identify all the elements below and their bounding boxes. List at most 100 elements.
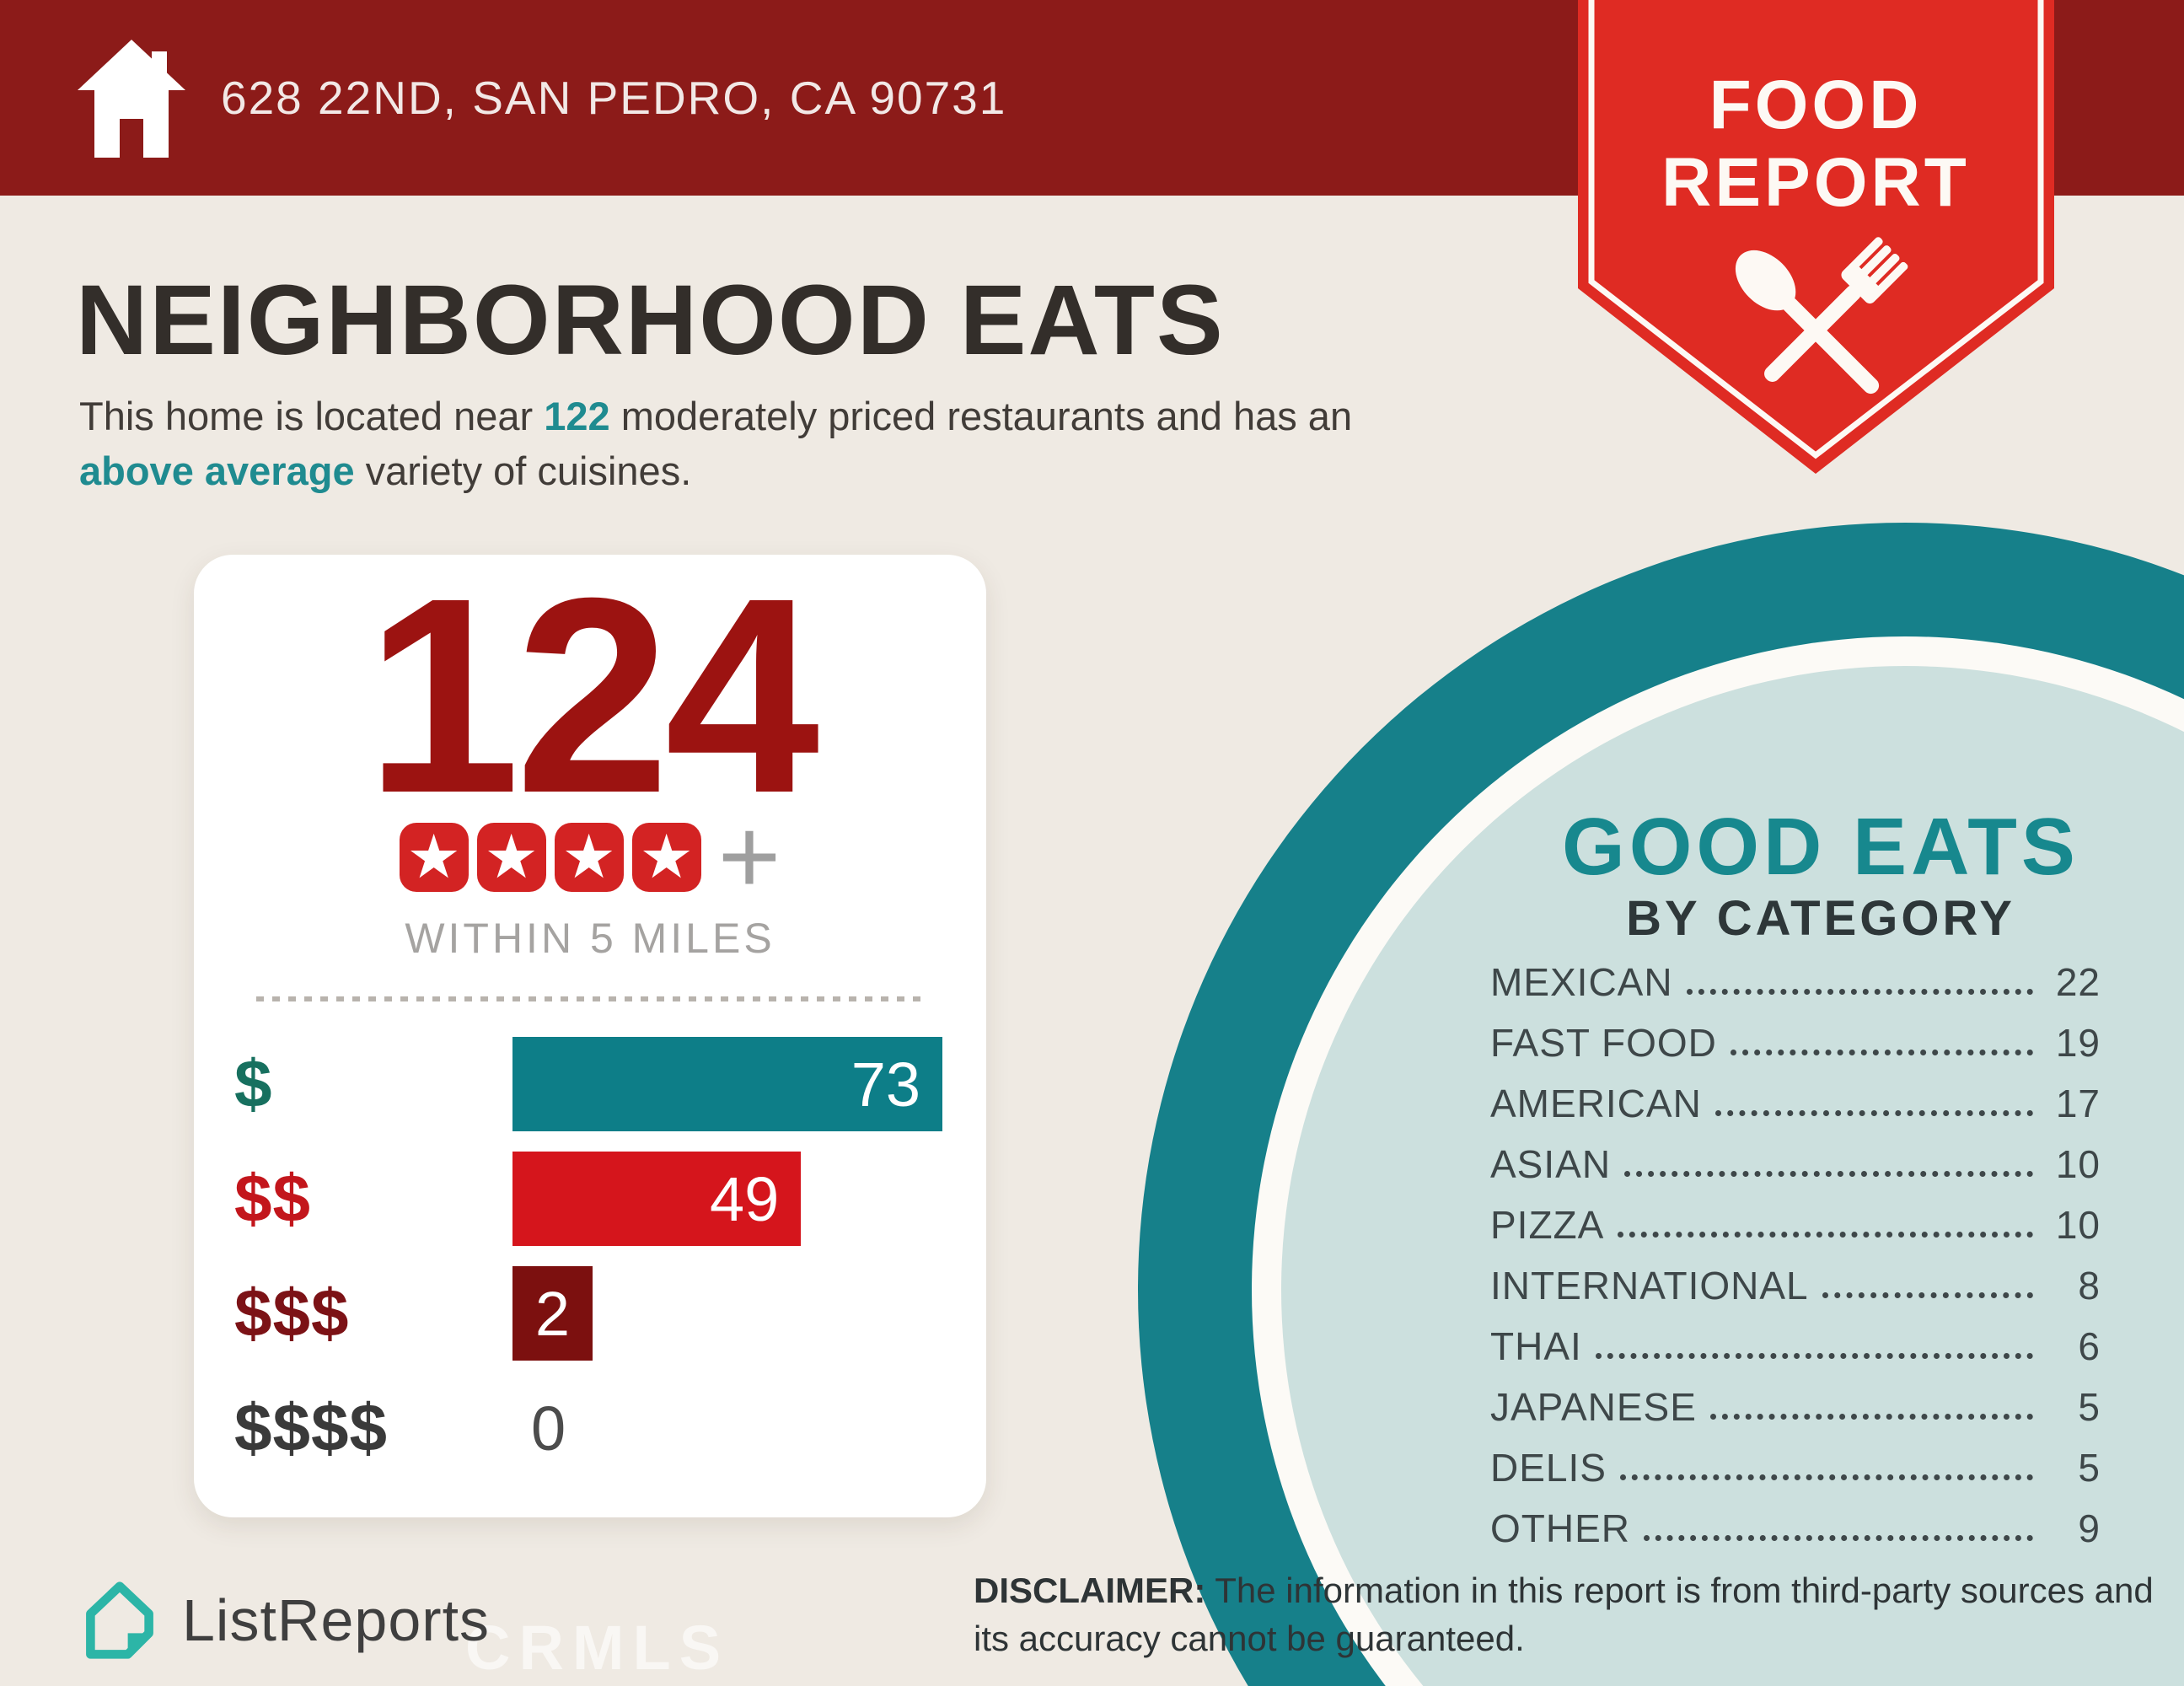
category-row: INTERNATIONAL 8 [1490, 1248, 2101, 1308]
star-icon: ★ [631, 823, 701, 892]
restaurant-count: 124 [365, 540, 820, 851]
rating-row: ★ ★ ★ ★ + [194, 803, 986, 911]
bar-track: 73 [512, 1037, 942, 1131]
star-glyph: ★ [639, 824, 694, 891]
bar-fill: 2 [512, 1266, 593, 1361]
price-bar-row: $$$ 2 [234, 1266, 942, 1361]
bar-value: 0 [531, 1393, 566, 1463]
intro-part3: variety of cuisines. [354, 448, 692, 493]
crmls-watermark: CRMLS [465, 1613, 730, 1683]
category-label: FAST FOOD [1490, 1021, 1717, 1066]
intro-part2: moderately priced restaurants and has an [609, 394, 1353, 438]
category-value: 22 [2055, 960, 2101, 1005]
disclaimer-text: The information in this report is from t… [974, 1571, 2154, 1659]
category-label: DELIS [1490, 1446, 1607, 1490]
badge-line1: FOOD [1709, 67, 1923, 143]
price-tier-label: $$$$ [234, 1390, 388, 1465]
price-bar-row: $$$$ 0 [234, 1381, 942, 1475]
badge-line2: REPORT [1661, 144, 1970, 221]
bar-value: 49 [710, 1163, 780, 1234]
category-value: 10 [2055, 1142, 2101, 1187]
category-leader-dots [1686, 989, 2033, 995]
category-label: PIZZA [1490, 1203, 1605, 1248]
category-leader-dots [1595, 1353, 2033, 1359]
category-row: FAST FOOD 19 [1490, 1005, 2101, 1066]
category-row: OTHER 9 [1490, 1490, 2101, 1551]
intro-part1: This home is located near [79, 394, 545, 438]
intro-paragraph: This home is located near 122 moderately… [79, 389, 1360, 499]
category-value: 9 [2078, 1506, 2101, 1551]
bar-track: 2 [512, 1266, 942, 1361]
category-label: THAI [1490, 1324, 1582, 1369]
dashed-divider [256, 996, 924, 1001]
price-bar-row: $$ 49 [234, 1152, 942, 1246]
category-row: DELIS 5 [1490, 1430, 2101, 1490]
star-glyph: ★ [484, 824, 539, 891]
category-row: ASIAN 10 [1490, 1126, 2101, 1187]
star-glyph: ★ [406, 824, 461, 891]
star-icon: ★ [554, 823, 624, 892]
star-icon: ★ [399, 823, 469, 892]
category-label: MEXICAN [1490, 960, 1673, 1005]
bar-value: 73 [851, 1049, 920, 1120]
good-eats-title: GOOD EATS [1562, 802, 2079, 892]
disclaimer: DISCLAIMER: The information in this repo… [974, 1566, 2154, 1662]
brand: ListReports [78, 1575, 490, 1666]
price-bar-row: $73 [234, 1037, 942, 1131]
category-row: JAPANESE 5 [1490, 1369, 2101, 1430]
category-label: ASIAN [1490, 1142, 1612, 1187]
price-tier-label: $ [234, 1046, 273, 1121]
price-bar-chart: $73 $$ 49 $$$ 2 $$$$ 0 [234, 1037, 942, 1495]
category-leader-dots [1624, 1171, 2033, 1177]
home-icon [78, 40, 185, 158]
category-leader-dots [1822, 1292, 2033, 1298]
category-list: MEXICAN 22 FAST FOOD 19 AMERICAN 17 ASIAN 10 PIZ… [1490, 944, 2101, 1551]
category-row: THAI 6 [1490, 1308, 2101, 1369]
rating-stars: ★ ★ ★ ★ [399, 823, 701, 892]
bar-fill: 49 [512, 1152, 802, 1246]
listreports-logo-icon [86, 1581, 153, 1659]
brand-name: ListReports [182, 1587, 491, 1653]
badge-inner-border [1588, 0, 2044, 459]
category-value: 17 [2055, 1082, 2101, 1126]
category-value: 5 [2078, 1446, 2101, 1490]
food-report-badge: FOOD REPORT [1578, 0, 2054, 474]
bar-track: 49 [512, 1152, 942, 1246]
category-label: AMERICAN [1490, 1082, 1702, 1126]
crossed-spoon-fork-icon [1735, 237, 1908, 395]
category-row: PIZZA 10 [1490, 1187, 2101, 1248]
category-leader-dots [1709, 1414, 2033, 1420]
category-label: INTERNATIONAL [1490, 1264, 1809, 1308]
good-eats-subtitle: BY CATEGORY [1626, 891, 2015, 946]
bar-track: 0 [512, 1381, 942, 1475]
category-leader-dots [1730, 1050, 2033, 1055]
star-icon: ★ [476, 823, 546, 892]
category-value: 6 [2078, 1324, 2101, 1369]
category-leader-dots [1618, 1232, 2033, 1238]
category-row: MEXICAN 22 [1490, 944, 2101, 1005]
bar-value: 2 [534, 1278, 571, 1349]
price-tier-label: $$$ [234, 1275, 350, 1350]
category-value: 5 [2078, 1385, 2101, 1430]
category-label: JAPANESE [1490, 1385, 1697, 1430]
disclaimer-label: DISCLAIMER: [974, 1571, 1206, 1610]
summary-card: 124 ★ ★ ★ ★ + WITHIN 5 MILES $73 $$ 49 $$$ 2 $$$… [194, 555, 986, 1517]
category-value: 19 [2055, 1021, 2101, 1066]
restaurant-count-highlight: 122 [544, 394, 610, 438]
variety-highlight: above average [79, 448, 355, 493]
radius-label: WITHIN 5 MILES [405, 915, 775, 962]
page-title: NEIGHBORHOOD EATS [76, 265, 1225, 376]
category-leader-dots [1619, 1474, 2033, 1480]
property-address: 628 22ND, SAN PEDRO, CA 90731 [221, 72, 1007, 124]
category-value: 10 [2055, 1203, 2101, 1248]
category-label: OTHER [1490, 1506, 1630, 1551]
category-leader-dots [1644, 1535, 2033, 1541]
price-tier-label: $$ [234, 1161, 311, 1236]
home-icon-door [120, 119, 143, 158]
category-leader-dots [1714, 1110, 2033, 1116]
category-value: 8 [2078, 1264, 2101, 1308]
bar-fill: 73 [512, 1037, 942, 1131]
category-row: AMERICAN 17 [1490, 1066, 2101, 1126]
food-report-badge-shape [1578, 0, 2054, 474]
